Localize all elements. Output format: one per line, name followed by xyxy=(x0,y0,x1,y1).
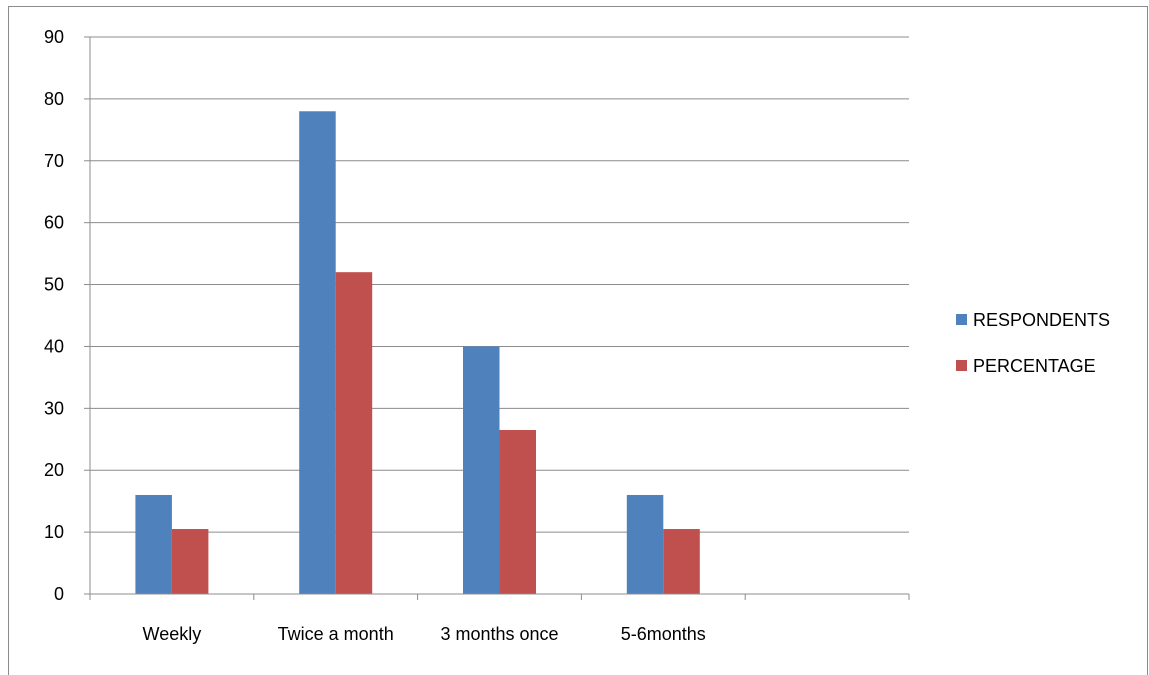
y-tick-label: 60 xyxy=(44,213,64,233)
y-tick-label: 30 xyxy=(44,398,64,418)
bar-percentage xyxy=(663,529,700,594)
bar-percentage xyxy=(499,429,536,594)
bar-respondents xyxy=(463,346,500,594)
legend-swatch-percentage xyxy=(956,360,967,371)
y-tick-label: 0 xyxy=(54,584,64,604)
y-tick-label: 50 xyxy=(44,275,64,295)
x-tick-label: 3 months once xyxy=(440,624,558,644)
bar-percentage xyxy=(335,272,373,594)
bar-respondents xyxy=(135,494,172,594)
tick-labels: 0 10 20 30 40 50 60 70 80 90 Weekly Twice a month 3 … xyxy=(44,27,706,644)
y-tick-label: 40 xyxy=(44,336,64,356)
axes xyxy=(84,36,910,600)
x-tick-label: Twice a month xyxy=(278,624,394,644)
legend: RESPONDENTS PERCENTAGE xyxy=(956,310,1110,376)
y-tick-label: 80 xyxy=(44,89,64,109)
bars xyxy=(135,111,700,595)
chart-frame xyxy=(8,6,1148,675)
legend-label-percentage: PERCENTAGE xyxy=(973,356,1096,376)
bar-percentage xyxy=(171,529,209,594)
y-tick-label: 20 xyxy=(44,460,64,480)
x-tick-label: Weekly xyxy=(143,624,202,644)
bar-respondents xyxy=(626,494,664,594)
legend-label-respondents: RESPONDENTS xyxy=(973,310,1110,330)
y-tick-label: 10 xyxy=(44,522,64,542)
y-tick-label: 90 xyxy=(44,27,64,47)
y-tick-label: 70 xyxy=(44,151,64,171)
bar-respondents xyxy=(299,111,336,595)
x-tick-label: 5-6months xyxy=(621,624,706,644)
legend-swatch-respondents xyxy=(956,314,967,325)
